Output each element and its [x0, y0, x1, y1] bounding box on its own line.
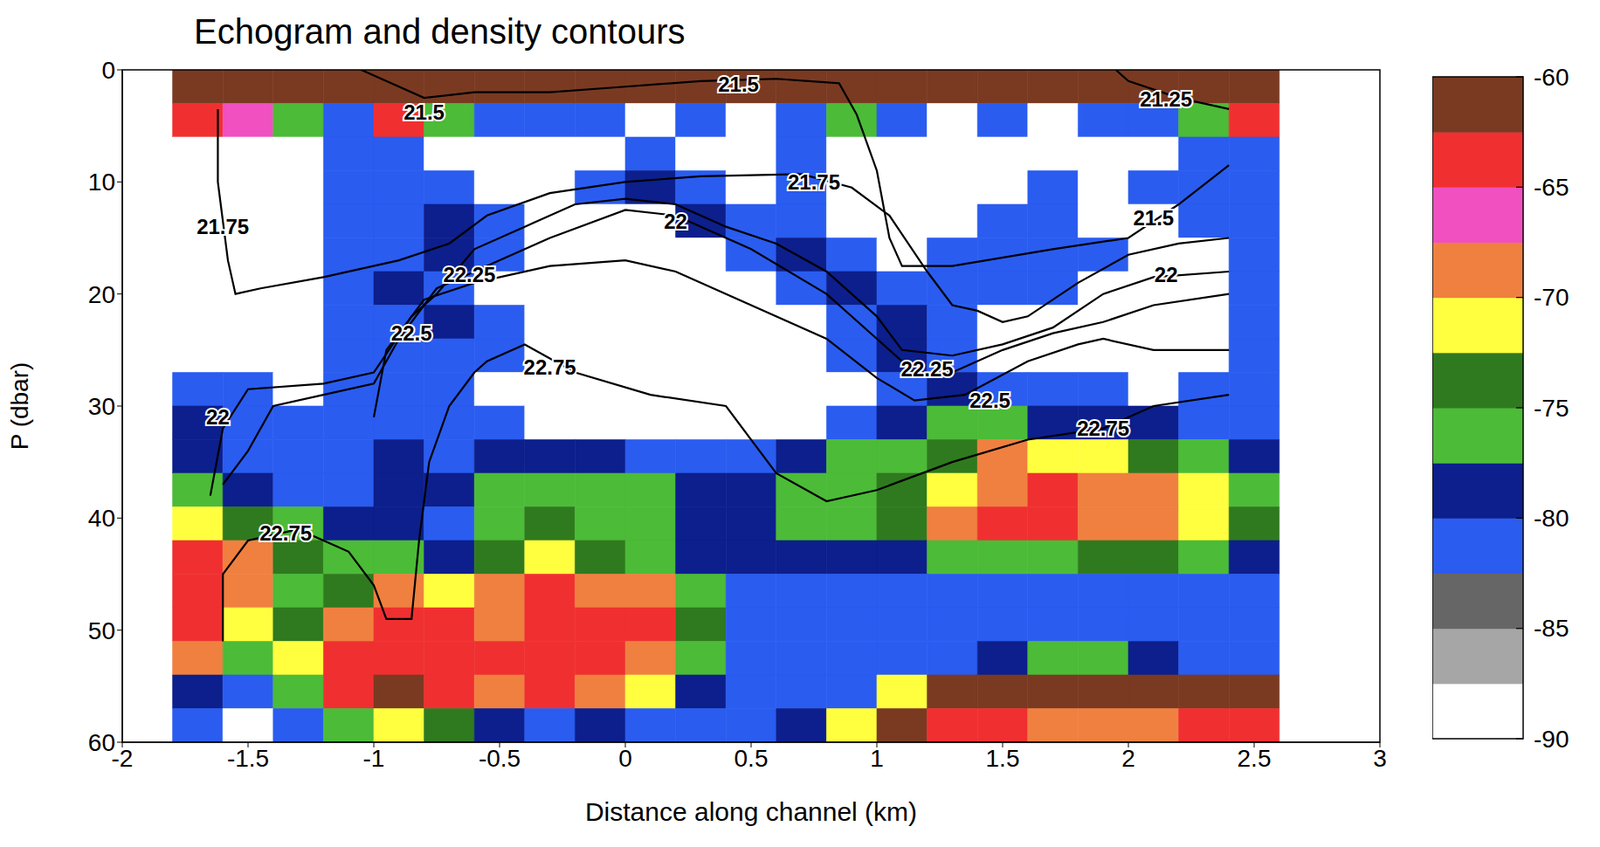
- svg-text:21.25: 21.25: [1139, 87, 1193, 111]
- svg-text:21.5: 21.5: [717, 72, 759, 97]
- html-text:Echogram and density contours: Echogram and density contours: [193, 12, 686, 51]
- svg-text:-80: -80: [1533, 504, 1569, 532]
- svg-text:22.5: 22.5: [969, 388, 1011, 413]
- svg-text:40: 40: [88, 504, 116, 532]
- svg-text:10: 10: [88, 168, 116, 196]
- svg-text:-85: -85: [1533, 614, 1569, 642]
- svg-text:-0.5: -0.5: [478, 744, 521, 773]
- svg-text:60: 60: [88, 729, 116, 757]
- svg-text:22: 22: [206, 405, 230, 429]
- svg-text:-2: -2: [111, 744, 134, 772]
- svg-text:0: 0: [618, 744, 633, 773]
- svg-text:-1: -1: [363, 744, 386, 773]
- svg-text:22.5: 22.5: [391, 321, 433, 345]
- svg-text:22.25: 22.25: [442, 262, 496, 287]
- svg-text:2.5: 2.5: [1237, 744, 1272, 773]
- svg-text:2: 2: [1121, 744, 1136, 773]
- svg-text:22: 22: [1154, 262, 1179, 287]
- svg-text:22: 22: [663, 209, 688, 234]
- svg-text:22.75: 22.75: [259, 521, 312, 545]
- svg-text:20: 20: [88, 281, 116, 309]
- svg-text:30: 30: [88, 393, 116, 421]
- svg-text:3: 3: [1372, 744, 1387, 773]
- svg-text:-1.5: -1.5: [227, 744, 269, 773]
- svg-text:22.75: 22.75: [1076, 416, 1130, 441]
- svg-text:-60: -60: [1533, 63, 1569, 91]
- svg-text:-75: -75: [1533, 394, 1569, 422]
- svg-text:21.5: 21.5: [1132, 206, 1174, 230]
- svg-text:Distance along channel (km): Distance along channel (km): [585, 797, 918, 827]
- svg-text:0.5: 0.5: [734, 744, 769, 773]
- svg-text:50: 50: [88, 617, 116, 645]
- svg-text:P (dbar): P (dbar): [6, 362, 34, 451]
- svg-text:21.75: 21.75: [787, 170, 841, 194]
- svg-text:-65: -65: [1533, 173, 1569, 201]
- svg-text:22.25: 22.25: [901, 357, 954, 381]
- svg-text:0: 0: [101, 56, 116, 84]
- svg-text:22.75: 22.75: [524, 355, 577, 380]
- svg-text:21.5: 21.5: [403, 100, 445, 125]
- svg-text:1.5: 1.5: [986, 744, 1021, 773]
- svg-text:21.75: 21.75: [196, 214, 249, 239]
- svg-text:1: 1: [869, 744, 884, 773]
- svg-text:-90: -90: [1533, 725, 1569, 753]
- svg-text:-70: -70: [1533, 283, 1569, 311]
